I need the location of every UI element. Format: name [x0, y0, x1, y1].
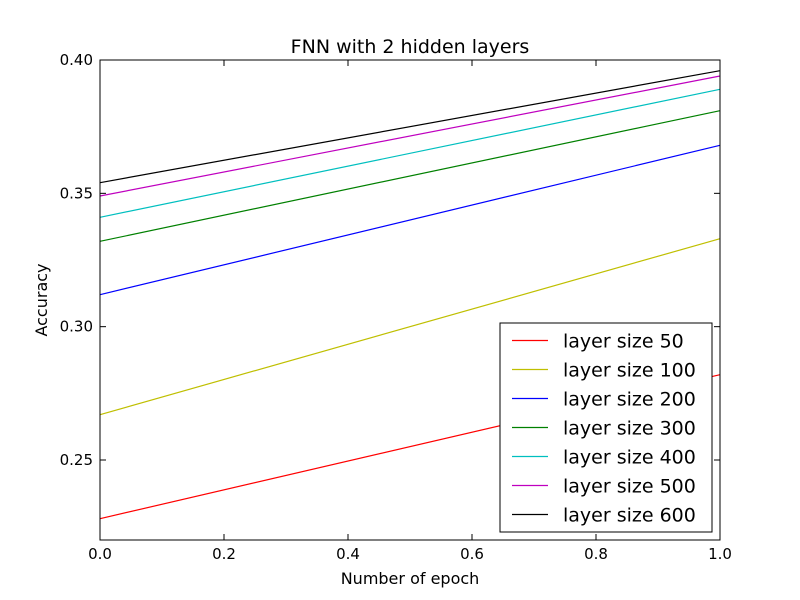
x-axis-label: Number of epoch: [341, 569, 480, 588]
x-tick-label: 1.0: [708, 545, 732, 563]
y-axis-label: Accuracy: [32, 263, 51, 336]
legend-label-5: layer size 400: [563, 447, 696, 469]
y-tick-label: 0.35: [60, 184, 93, 202]
series-line-2: [99, 238, 721, 416]
x-tick-label: 0.2: [212, 545, 236, 563]
legend-label-6: layer size 500: [563, 476, 696, 498]
series-line-6: [99, 75, 721, 197]
legend-label-1: layer size 50: [563, 331, 684, 353]
series-line-4: [99, 110, 721, 242]
legend: layer size 50 layer size 100 layer size 20…: [499, 322, 713, 533]
y-tick-label: 0.40: [60, 51, 93, 69]
legend-label-4: layer size 300: [563, 418, 696, 440]
x-tick-label: 0.6: [460, 545, 484, 563]
legend-label-2: layer size 100: [563, 360, 696, 382]
x-tick-label: 0.0: [88, 545, 112, 563]
x-tick-label: 0.4: [336, 545, 360, 563]
plot-frame: [99, 59, 721, 541]
x-tick-label: 0.8: [584, 545, 608, 563]
legend-label-7: layer size 600: [563, 505, 696, 527]
y-tick-label: 0.30: [60, 318, 93, 336]
y-tick-label: 0.25: [60, 451, 93, 469]
legend-label-3: layer size 200: [563, 389, 696, 411]
series-line-5: [99, 88, 721, 218]
plot-area: 0.0 0.2 0.4 0.6 0.8 1.0 0.25 0.30 0.35 0.40 layer …: [60, 51, 732, 563]
series-line-3: [99, 144, 721, 296]
series-line-7: [99, 70, 721, 184]
chart-title: FNN with 2 hidden layers: [291, 36, 530, 58]
